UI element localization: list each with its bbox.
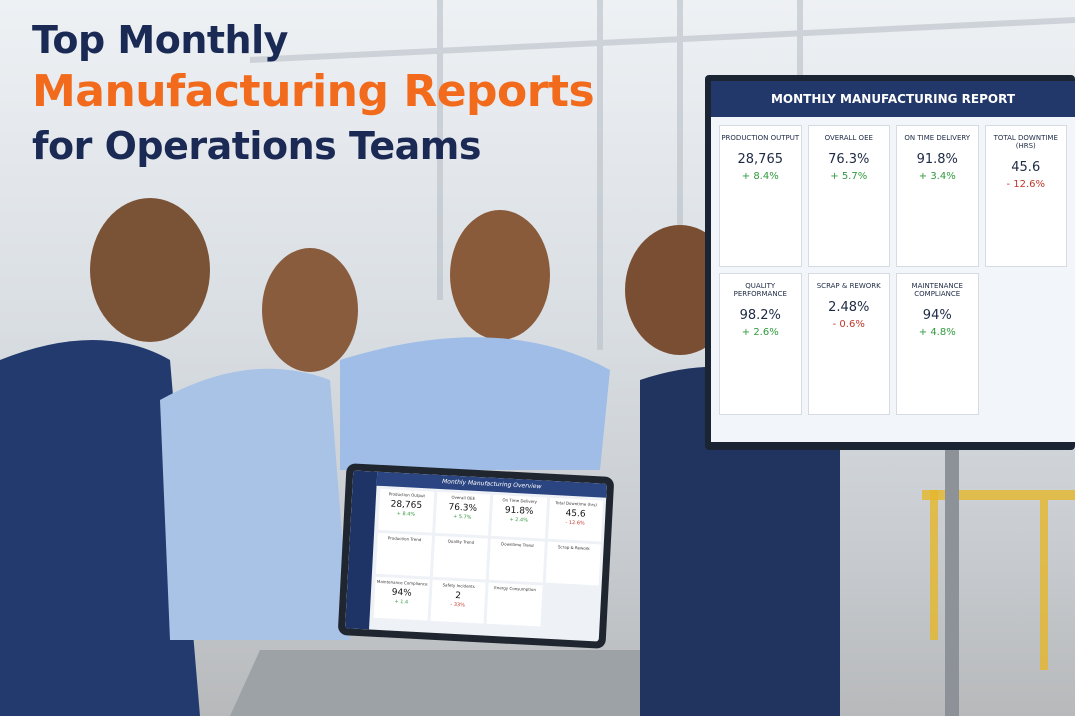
kpi-value: 2.48% <box>828 300 870 315</box>
kpi-value: 98.2% <box>739 308 781 323</box>
kpi-delta: - 0.6% <box>832 319 865 330</box>
kpi-delta: + 2.6% <box>741 327 779 338</box>
kpi-delta: + 3.4% <box>918 171 956 182</box>
kpi-card: Total Downtime (hrs) 45.6- 12.6% <box>547 497 604 542</box>
kpi-label: Energy Consumption <box>494 585 537 593</box>
kpi-card: Overall OEE 76.3% + 5.7% <box>434 491 491 536</box>
kpi-label: MAINTENANCE COMPLIANCE <box>911 282 963 298</box>
kpi-value: 91.8% <box>916 152 958 167</box>
monitor-title: MONTHLY MANUFACTURING REPORT <box>711 81 1075 117</box>
kpi-card: TOTAL DOWNTIME (HRS) 45.6 - 12.6% <box>984 125 1067 267</box>
tablet-screen: Monthly Manufacturing Overview Productio… <box>345 470 607 642</box>
tablet-grid: Production Output 28,765 + 8.4% Overall OEE… <box>373 488 604 629</box>
kpi-label: ON TIME DELIVERY <box>904 134 971 142</box>
kpi-label: PRODUCTION OUTPUT <box>721 134 800 142</box>
kpi-card: ON TIME DELIVERY 91.8% + 3.4% <box>896 125 979 267</box>
title-line: for Operations Teams <box>32 124 481 168</box>
kpi-label: SCRAP & REWORK <box>816 282 881 290</box>
monitor: MONTHLY MANUFACTURING REPORT PRODUCTION … <box>705 75 1075 450</box>
kpi-card: PRODUCTION OUTPUT 28,765 + 8.4% <box>719 125 802 267</box>
kpi-label: QUALITY PERFORMANCE <box>733 282 787 298</box>
kpi-label: Production Trend <box>387 535 422 543</box>
kpi-card: Safety Incidents 2- 33% <box>430 579 486 624</box>
kpi-card: MAINTENANCE COMPLIANCE 94% + 4.8% <box>896 273 979 415</box>
kpi-value: 76.3% <box>828 152 870 167</box>
tablet-sidebar <box>345 470 378 630</box>
kpi-card: QUALITY PERFORMANCE 98.2% + 2.6% <box>719 273 802 415</box>
kpi-value: 28,765 <box>737 152 784 167</box>
kpi-card: OVERALL OEE 76.3% + 5.7% <box>807 125 890 267</box>
kpi-delta: + 5.7% <box>830 171 868 182</box>
kpi-label: Scrap & Rework <box>557 544 590 551</box>
kpi-card: Maintenance Compliance 94% + 1.4 <box>373 576 430 621</box>
kpi-label: Total Downtime (hrs) <box>555 500 598 508</box>
kpi-label: Downtime Trend <box>500 541 534 549</box>
kpi-card: Energy Consumption <box>486 582 543 627</box>
kpi-card: SCRAP & REWORK 2.48% - 0.6% <box>807 273 890 415</box>
kpi-card: On Time Delivery 91.8% + 2.4% <box>491 494 547 539</box>
kpi-card: Quality Trend <box>432 535 488 580</box>
kpi-delta: - 12.6% <box>1006 179 1046 190</box>
kpi-card: Production Output 28,765 + 8.4% <box>378 488 434 533</box>
kpi-label: OVERALL OEE <box>824 134 873 142</box>
monitor-screen: MONTHLY MANUFACTURING REPORT PRODUCTION … <box>711 81 1075 442</box>
kpi-label: Overall OEE <box>451 494 476 501</box>
title-line: Top Monthly <box>32 18 288 62</box>
kpi-label: Maintenance Compliance <box>376 578 428 587</box>
kpi-delta: + 8.4% <box>741 171 779 182</box>
kpi-delta: + 4.8% <box>918 327 956 338</box>
kpi-label: Production Output <box>388 491 426 499</box>
kpi-card: Downtime Trend <box>488 538 545 583</box>
monitor-grid: PRODUCTION OUTPUT 28,765 + 8.4% OVERALL OEE… <box>711 117 1075 423</box>
kpi-value: 45.6 <box>1011 160 1041 175</box>
kpi-label: TOTAL DOWNTIME (HRS) <box>993 134 1058 150</box>
kpi-label: Quality Trend <box>447 538 475 545</box>
tablet: Monthly Manufacturing Overview Productio… <box>337 463 615 649</box>
kpi-card: Production Trend <box>375 532 432 577</box>
kpi-card: Scrap & Rework <box>545 541 601 586</box>
title-line: Manufacturing Reports <box>32 66 595 117</box>
kpi-label: Safety Incidents <box>442 582 475 589</box>
kpi-value: 94% <box>922 308 952 323</box>
kpi-label: On Time Delivery <box>502 497 538 505</box>
